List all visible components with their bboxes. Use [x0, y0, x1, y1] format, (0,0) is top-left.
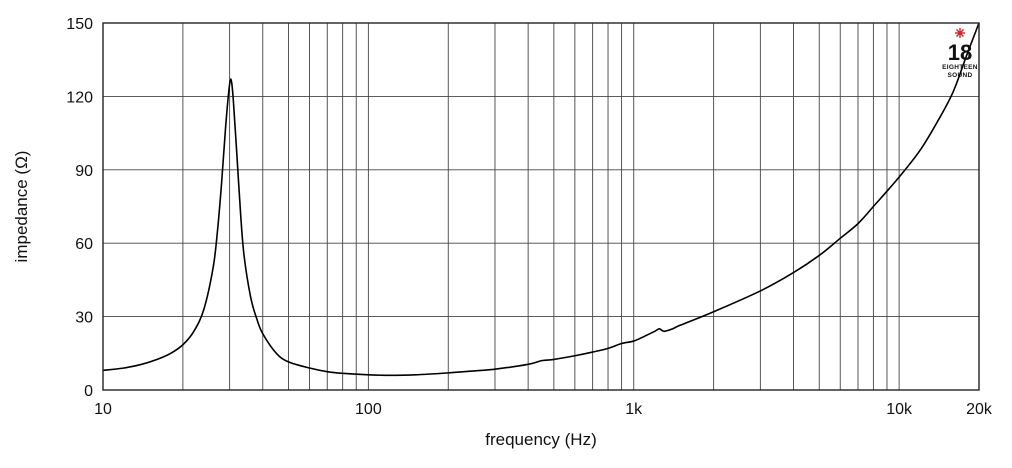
x-tick-label: 10k: [886, 401, 913, 418]
x-axis-label: frequency (Hz): [485, 430, 596, 449]
brand-logo: 18 EIGHTEEN SOUND: [942, 28, 978, 79]
y-tick-label: 0: [84, 383, 93, 400]
logo-text-line1: EIGHTEEN: [942, 64, 978, 71]
y-tick-label: 90: [75, 163, 93, 180]
x-axis-ticks: 10 100 1k 10k 20k: [94, 401, 993, 418]
y-tick-label: 120: [66, 89, 93, 106]
logo-text-line2: SOUND: [948, 72, 973, 79]
grid: [103, 23, 979, 390]
impedance-curve: [102, 22, 980, 377]
y-tick-label: 150: [66, 16, 93, 33]
y-axis-ticks: 0 30 60 90 120 150: [66, 16, 93, 400]
x-tick-label: 100: [355, 401, 382, 418]
y-tick-label: 30: [75, 310, 93, 327]
series-layer: [102, 22, 980, 377]
x-tick-label: 10: [94, 401, 112, 418]
logo-number: 18: [948, 40, 972, 65]
star-icon: [955, 28, 965, 38]
x-tick-label: 20k: [966, 401, 993, 418]
y-tick-label: 60: [75, 236, 93, 253]
y-axis-label: impedance (Ω): [12, 151, 31, 263]
plot-area: [102, 22, 980, 391]
star-ray: [955, 28, 965, 38]
x-tick-label: 1k: [625, 401, 643, 418]
